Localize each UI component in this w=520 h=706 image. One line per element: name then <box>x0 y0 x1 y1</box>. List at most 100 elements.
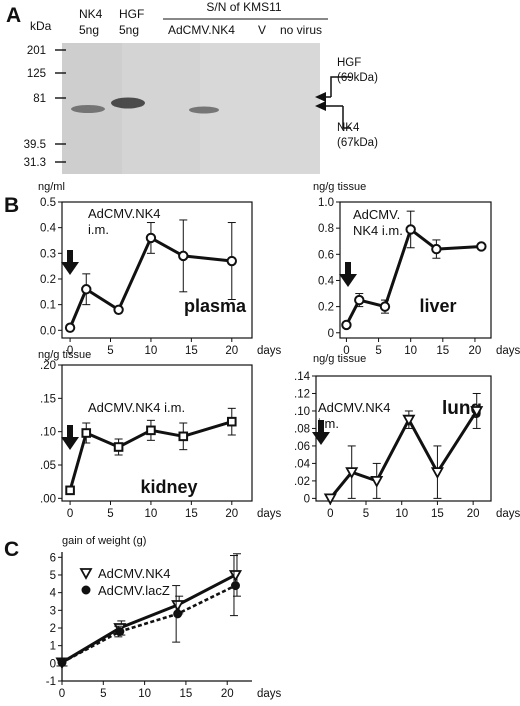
annotation-text: AdCMV.NK4 <box>88 206 161 221</box>
y-tick-label: 0.8 <box>318 223 334 235</box>
y-tick-label: .12 <box>294 388 310 400</box>
group-header: S/N of KMS11 <box>206 0 281 14</box>
data-point <box>354 294 365 306</box>
mw-marker-label: 201 <box>27 45 46 57</box>
down-arrow-icon <box>312 432 330 445</box>
chart-title: lung <box>442 398 482 419</box>
arrow-label-nk4-size: (67kDa) <box>337 137 378 149</box>
kda-label: kDa <box>30 19 52 33</box>
x-tick-label: 0 <box>67 508 73 520</box>
x-tick-label: 10 <box>145 508 158 520</box>
y-tick-label: .14 <box>294 371 311 383</box>
y-tick-label: .04 <box>294 458 311 470</box>
lane-v: V <box>258 23 266 37</box>
y-tick-label: 2 <box>50 623 56 635</box>
y-tick-label: .20 <box>40 360 56 372</box>
x-tick-label: 0 <box>59 688 65 700</box>
data-point <box>171 600 185 612</box>
x-tick-label: 15 <box>185 345 198 357</box>
chart-title: liver <box>419 296 456 316</box>
x-unit-label: days <box>257 688 282 700</box>
y-axis-label: ng/ml <box>38 181 65 193</box>
band-adcmv-nk4 <box>189 106 219 114</box>
data-point <box>113 442 124 452</box>
x-tick-label: 15 <box>431 508 444 520</box>
x-unit-label: days <box>496 345 520 357</box>
data-point <box>341 319 352 331</box>
y-tick-label: 4 <box>50 588 57 600</box>
arrow-hgf-icon <box>315 92 326 102</box>
x-unit-label: days <box>257 508 282 520</box>
panel-letter-c: C <box>4 538 19 561</box>
data-point <box>226 255 237 267</box>
series-line <box>68 236 232 329</box>
series-line <box>345 227 482 326</box>
data-point <box>145 232 157 244</box>
y-tick-label: -1 <box>46 676 56 688</box>
data-point <box>323 493 337 506</box>
down-arrow-shaft <box>318 420 324 433</box>
data-point <box>379 301 391 312</box>
data-point <box>228 570 243 582</box>
x-tick-label: 20 <box>467 508 480 520</box>
x-tick-label: 15 <box>436 345 449 357</box>
y-tick-label: 0.2 <box>40 274 56 286</box>
x-unit-label: days <box>257 345 282 357</box>
data-point <box>230 581 240 591</box>
data-point <box>173 609 183 619</box>
series-line <box>61 584 237 664</box>
x-tick-label: 5 <box>100 688 106 700</box>
band-nk4-standard <box>71 105 105 113</box>
x-tick-label: 0 <box>327 508 333 520</box>
plot-frame <box>61 364 253 502</box>
data-point <box>65 485 75 496</box>
y-tick-label: 6 <box>50 552 56 564</box>
annotation-text: NK4 i.m. <box>353 223 403 238</box>
y-tick-label: 0.4 <box>40 223 57 235</box>
down-arrow-icon <box>339 274 357 287</box>
y-tick-label: 0 <box>50 658 56 670</box>
y-tick-label: .06 <box>294 441 310 453</box>
mw-marker-label: 81 <box>33 93 46 105</box>
chart-title: kidney <box>140 477 197 497</box>
y-tick-label: .08 <box>294 423 310 435</box>
y-axis-label: ng/g tissue <box>38 349 91 361</box>
data-point <box>57 657 67 667</box>
annotation-text: AdCMV.NK4 <box>318 400 391 415</box>
band-arrows <box>315 76 351 129</box>
plot-frame <box>315 375 492 502</box>
x-tick-label: 5 <box>107 345 113 357</box>
y-tick-label: 0 <box>328 328 334 340</box>
y-tick-label: .10 <box>294 406 310 418</box>
x-tick-label: 20 <box>221 688 234 700</box>
data-point <box>405 224 416 235</box>
x-tick-label: 20 <box>225 345 238 357</box>
y-tick-label: 0 <box>304 493 310 505</box>
panel-letter-b: B <box>4 194 19 217</box>
panel-letter-a: A <box>6 4 21 27</box>
data-point <box>178 431 189 442</box>
x-tick-label: 10 <box>395 508 408 520</box>
data-point <box>64 322 76 333</box>
arrow-label-hgf: HGF <box>337 57 361 69</box>
mw-marker-label: 31.3 <box>24 157 46 169</box>
mw-markers: 201 125 81 39.5 31.3 <box>24 45 66 169</box>
plot-frame <box>61 201 253 339</box>
lane-nk4-name: NK4 <box>79 7 103 21</box>
y-tick-label: 0.6 <box>318 249 334 261</box>
chart-title: plasma <box>184 296 247 316</box>
y-tick-label: 3 <box>50 605 56 617</box>
mw-marker-label: 39.5 <box>24 139 46 151</box>
arrow-nk4-icon <box>315 101 326 111</box>
annotation-text: AdCMV.NK4 i.m. <box>88 400 185 415</box>
chart-plasma: 0.0 0.1 0.2 0.3 0.4 0.5 0 5 10 15 20 days ng/ml AdCMV… <box>38 181 282 357</box>
series-line <box>329 410 478 500</box>
y-tick-label: .15 <box>40 393 56 405</box>
legend-marker <box>81 585 91 595</box>
data-point <box>430 467 444 480</box>
panel-a: A kDa NK4 5ng HGF 5ng S/N of KMS11 AdCMV… <box>6 0 378 174</box>
data-point <box>431 243 442 255</box>
band-hgf-standard <box>111 97 145 109</box>
data-point <box>370 475 384 488</box>
